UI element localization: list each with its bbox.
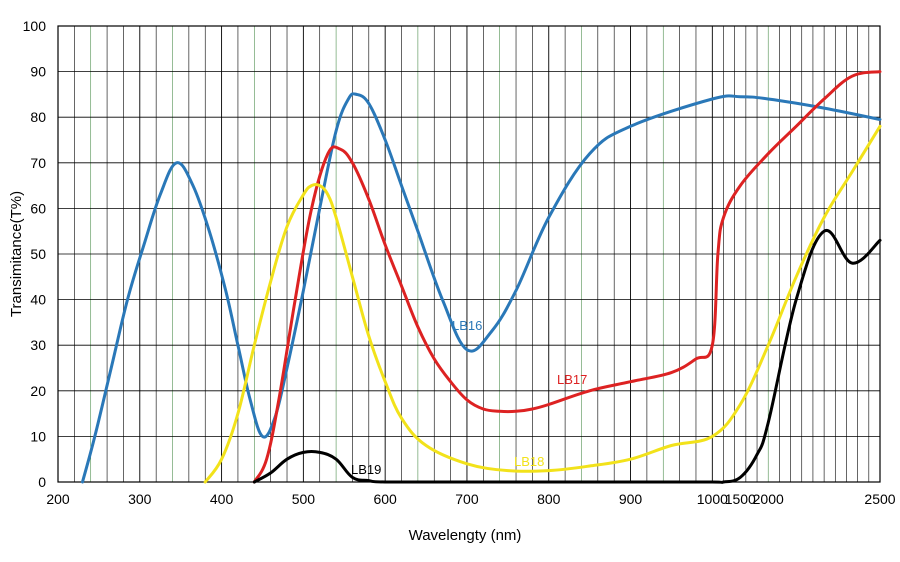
- grid: [58, 26, 880, 482]
- y-tick-label: 20: [30, 383, 46, 399]
- x-tick-label: 2000: [753, 491, 784, 507]
- x-tick-label: 300: [128, 491, 152, 507]
- series-label-lb17: LB17: [557, 372, 587, 387]
- y-tick-label: 70: [30, 155, 46, 171]
- x-tick-label: 400: [210, 491, 234, 507]
- series-line-lb16: [81, 92, 882, 484]
- x-tick-label: 800: [537, 491, 561, 507]
- y-axis-title: Transimitance(T%): [8, 191, 25, 317]
- x-tick-label: 600: [373, 491, 397, 507]
- series-label-lb16: LB16: [452, 318, 482, 333]
- y-tick-label: 80: [30, 109, 46, 125]
- x-tick-label: 500: [292, 491, 316, 507]
- x-tick-label: 2500: [864, 491, 895, 507]
- series-line-lb18: [203, 124, 882, 484]
- series-label-lb18: LB18: [514, 454, 544, 469]
- x-axis-title: Wavelengty (nm): [409, 527, 522, 544]
- y-tick-label: 10: [30, 428, 46, 444]
- y-tick-label: 60: [30, 200, 46, 216]
- x-tick-label: 1000: [697, 491, 728, 507]
- y-tick-label: 50: [30, 246, 46, 262]
- series-line-lb17: [252, 70, 882, 484]
- series-label-lb19: LB19: [351, 462, 381, 477]
- series-line-lb19: [252, 229, 882, 484]
- y-tick-label: 40: [30, 292, 46, 308]
- y-tick-label: 90: [30, 64, 46, 80]
- x-tick-label: 900: [619, 491, 643, 507]
- x-tick-label: 1500: [725, 491, 756, 507]
- series-layer: [81, 70, 882, 484]
- x-tick-label: 700: [455, 491, 479, 507]
- y-tick-label: 0: [38, 474, 46, 490]
- y-axis-ticks: 0 10 20 30 40 50 60 70 80 90 100: [23, 18, 47, 490]
- x-tick-label: 200: [46, 491, 70, 507]
- y-tick-label: 100: [23, 18, 47, 34]
- y-tick-label: 30: [30, 337, 46, 353]
